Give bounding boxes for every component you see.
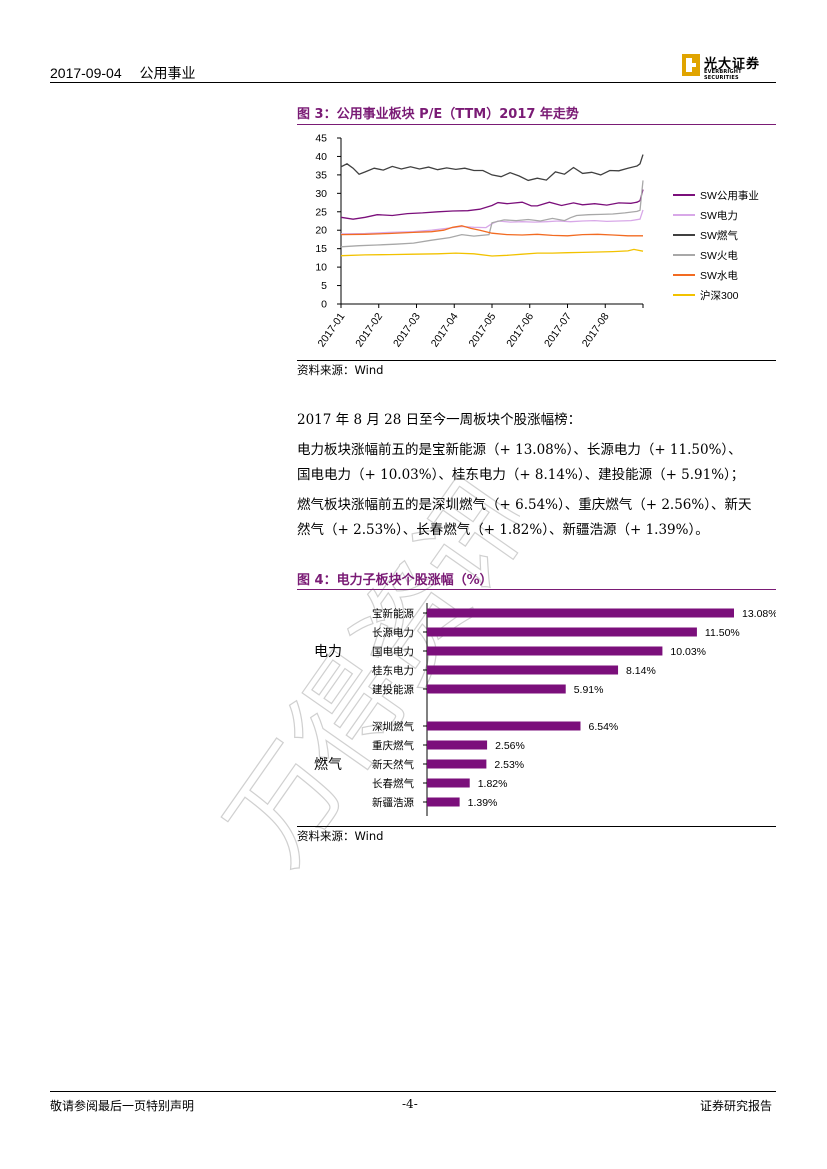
footer-disclaimer: 敬请参阅最后一页特别声明 [50, 1099, 195, 1113]
watermark: 万得资讯 [205, 470, 520, 885]
y-tick-label: 30 [315, 188, 327, 200]
bar [427, 627, 697, 637]
page-header: 2017-09-04 公用事业 [50, 63, 210, 83]
bar [427, 759, 487, 769]
x-tick-label: 2017-05 [467, 311, 499, 350]
bar [427, 646, 663, 656]
report-date: 2017-09-04 [50, 65, 122, 81]
x-tick-label: 2017-03 [391, 311, 423, 350]
figure4-title: 图 4：电力子板块个股涨幅（%） [297, 573, 493, 588]
bar [427, 608, 734, 618]
series-line [340, 189, 644, 220]
bar-value-label: 2.53% [494, 759, 524, 771]
series-line [340, 248, 644, 257]
y-tick-label: 10 [315, 262, 327, 274]
bar-category-label: 国电电力 [372, 645, 414, 658]
bar-category-label: 长春燃气 [372, 777, 414, 790]
bar-value-label: 5.91% [574, 684, 604, 696]
bar-value-label: 10.03% [670, 646, 706, 658]
figure3-bottom-rule [297, 360, 776, 361]
legend-label: SW火电 [700, 249, 738, 262]
series-line [340, 209, 644, 235]
y-tick-label: 35 [315, 169, 327, 181]
body-paragraphs: 2017 年 8 月 28 日至今一周板块个股涨幅榜： 电力板块涨幅前五的是宝新… [297, 408, 777, 543]
y-tick-label: 45 [315, 133, 327, 145]
footer-report-type: 证券研究报告 [700, 1099, 773, 1113]
logo-mark-icon [682, 54, 700, 76]
figure3-source: 资料来源：Wind [297, 363, 384, 377]
bar-value-label: 2.56% [495, 740, 525, 752]
bar-category-label: 宝新能源 [372, 607, 414, 620]
bar [427, 721, 581, 731]
x-tick-label: 2017-01 [316, 311, 348, 350]
x-tick-label: 2017-02 [353, 311, 385, 350]
bar-value-label: 1.39% [468, 797, 498, 809]
legend-label: 沪深300 [700, 289, 739, 302]
bar-value-label: 11.50% [705, 627, 740, 639]
figure4-title-rule [297, 589, 776, 590]
bar [427, 740, 488, 750]
bar-category-label: 深圳燃气 [372, 720, 414, 733]
bar [427, 684, 566, 694]
bar-category-label: 新疆浩源 [372, 796, 414, 809]
legend-label: SW电力 [700, 209, 738, 222]
bar-value-label: 6.54% [589, 721, 619, 733]
figure3-title: 图 3：公用事业板块 P/E（TTM）2017 年走势 [297, 107, 579, 122]
legend-label: SW燃气 [700, 229, 738, 242]
bar-category-label: 长源电力 [372, 626, 414, 639]
bar-category-label: 建投能源 [372, 683, 414, 696]
bar-category-label: 桂东电力 [372, 664, 414, 677]
x-tick-label: 2017-04 [429, 311, 461, 350]
bar-value-label: 1.82% [478, 778, 508, 790]
figure4-bottom-rule [297, 826, 776, 827]
y-tick-label: 15 [315, 243, 327, 255]
header-divider [50, 82, 776, 83]
page-number: -4- [402, 1097, 418, 1111]
series-line [340, 154, 644, 182]
x-tick-label: 2017-07 [542, 311, 574, 350]
x-tick-label: 2017-08 [580, 311, 612, 350]
power-sector-line-2: 国电电力（+ 10.03%）、桂东电力（+ 8.14%）、建投能源（+ 5.91… [297, 467, 745, 483]
x-tick-label: 2017-06 [504, 311, 536, 350]
series-line [340, 225, 643, 237]
figure4-source: 资料来源：Wind [297, 829, 384, 843]
gas-sector-line-1: 燃气板块涨幅前五的是深圳燃气（+ 6.54%）、重庆燃气（+ 2.56%）、新天 [297, 497, 752, 513]
series-line [340, 180, 644, 248]
footer-divider [50, 1091, 776, 1092]
logo-text-cn: 光大证券 [704, 57, 761, 72]
y-tick-label: 40 [315, 151, 327, 163]
bar [427, 778, 470, 788]
bar-category-label: 新天然气 [372, 758, 414, 771]
bar-category-label: 重庆燃气 [372, 739, 414, 752]
y-tick-label: 20 [315, 225, 327, 237]
group-label: 燃气 [314, 756, 342, 772]
figure3-title-rule [297, 124, 776, 125]
power-sector-line-1: 电力板块涨幅前五的是宝新能源（+ 13.08%）、长源电力（+ 11.50%）、 [297, 442, 742, 458]
bar-value-label: 8.14% [626, 665, 656, 677]
y-tick-label: 5 [321, 280, 327, 292]
report-sector: 公用事业 [139, 65, 196, 81]
company-logo: 光大证券 EVERBRIGHT SECURITIES [682, 52, 778, 81]
body-intro-line: 2017 年 8 月 28 日至今一周板块个股涨幅榜： [297, 412, 582, 428]
legend-label: SW公用事业 [700, 189, 759, 202]
bar [427, 665, 619, 675]
gas-sector-line-2: 然气（+ 2.53%）、长春燃气（+ 1.82%）、新疆浩源（+ 1.39%）。 [297, 522, 709, 538]
logo-text-en: EVERBRIGHT SECURITIES [704, 69, 742, 81]
bar-value-label: 13.08% [742, 608, 776, 620]
bar [427, 797, 460, 807]
figure4-bar-chart: 宝新能源 13.08% 长源电力 11.50% 国电电力 10.03% 桂东电力 8.14% 建… [314, 603, 776, 816]
legend-label: SW水电 [700, 269, 738, 282]
group-label: 电力 [314, 643, 342, 659]
y-tick-label: 25 [315, 206, 327, 218]
y-tick-label: 0 [321, 299, 327, 311]
